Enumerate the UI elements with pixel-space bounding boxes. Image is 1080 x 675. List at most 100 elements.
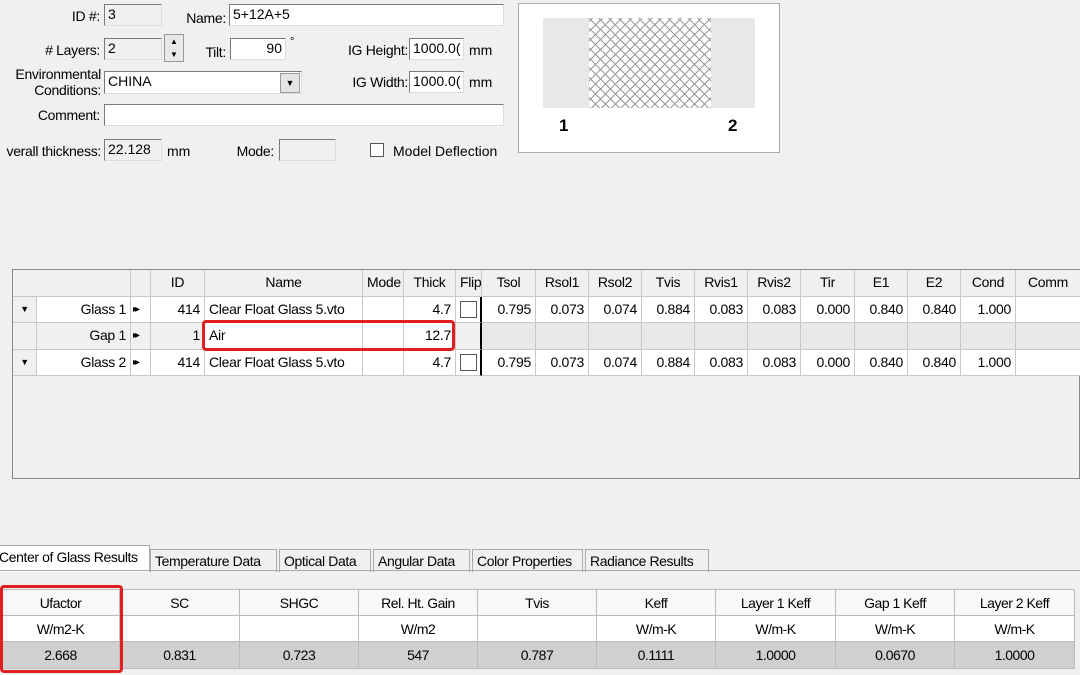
column-header[interactable]: Cond xyxy=(961,270,1016,297)
column-header[interactable]: Tsol xyxy=(482,270,536,297)
layer-property-value[interactable] xyxy=(482,323,536,350)
model-deflection-checkbox[interactable] xyxy=(370,143,384,157)
comment-input[interactable] xyxy=(104,104,504,126)
result-value: 1.0000 xyxy=(716,642,836,669)
layer-property-value[interactable]: 0.840 xyxy=(855,350,908,376)
layer-property-value[interactable]: 1.000 xyxy=(961,297,1016,323)
layers-label: # Layers: xyxy=(45,42,100,58)
column-header[interactable]: ID xyxy=(151,270,205,297)
column-header[interactable]: Mode xyxy=(363,270,404,297)
layers-stepper[interactable]: ▲ ▼ xyxy=(164,34,184,62)
layer-property-value[interactable]: 0.073 xyxy=(536,350,589,376)
column-header[interactable] xyxy=(13,270,131,297)
layer-property-value[interactable] xyxy=(1016,350,1080,376)
layers-field[interactable]: 2 xyxy=(104,38,162,60)
layer-property-value[interactable] xyxy=(908,323,961,350)
layer-id[interactable]: 414 xyxy=(151,350,205,376)
layer-property-value[interactable]: 0.000 xyxy=(801,297,855,323)
column-header[interactable]: Rsol1 xyxy=(536,270,589,297)
layer-property-value[interactable] xyxy=(589,323,642,350)
row-dropdown-button[interactable]: ▼ xyxy=(13,297,37,323)
tab-angular-data[interactable]: Angular Data xyxy=(373,549,470,572)
flip-cell xyxy=(456,350,482,376)
layer-property-value[interactable]: 0.840 xyxy=(908,350,961,376)
layer-property-value[interactable]: 0.083 xyxy=(695,297,748,323)
tilt-input[interactable]: 90 xyxy=(230,38,286,60)
layer-id[interactable]: 414 xyxy=(151,297,205,323)
column-header[interactable]: Comm xyxy=(1016,270,1080,297)
result-header: SC xyxy=(120,589,240,616)
layer-id[interactable]: 1 xyxy=(151,323,205,350)
ig-width-input[interactable]: 1000.0( xyxy=(409,71,464,93)
column-header[interactable]: Name xyxy=(205,270,363,297)
ig-height-input[interactable]: 1000.0( xyxy=(409,38,464,60)
layer-property-value[interactable] xyxy=(1016,323,1080,350)
layer-property-value[interactable]: 0.083 xyxy=(695,350,748,376)
column-header[interactable]: Thick xyxy=(404,270,456,297)
layer-property-value[interactable]: 0.884 xyxy=(642,350,695,376)
layer-name[interactable]: Air xyxy=(205,323,363,350)
layer-property-value[interactable]: 1.000 xyxy=(961,350,1016,376)
layer-property-value[interactable] xyxy=(695,323,748,350)
column-header[interactable]: Tvis xyxy=(642,270,695,297)
layer-property-value[interactable]: 0.074 xyxy=(589,297,642,323)
layer-property-value[interactable]: 0.074 xyxy=(589,350,642,376)
flip-checkbox[interactable] xyxy=(460,301,477,318)
arrow-up-icon[interactable]: ▲ xyxy=(170,37,178,46)
library-arrows-icon[interactable]: ▸▸ xyxy=(131,297,151,323)
layer-property-value[interactable]: 0.073 xyxy=(536,297,589,323)
layer-property-value[interactable]: 0.840 xyxy=(908,297,961,323)
layer-name[interactable]: Clear Float Glass 5.vto xyxy=(205,297,363,323)
result-value: 0.831 xyxy=(120,642,240,669)
tab-temperature-data[interactable]: Temperature Data xyxy=(150,549,277,572)
name-input[interactable]: 5+12A+5 xyxy=(229,4,504,26)
layer-property-value[interactable]: 0.795 xyxy=(482,297,536,323)
column-header[interactable]: E2 xyxy=(908,270,961,297)
arrow-down-icon[interactable]: ▼ xyxy=(170,50,178,59)
env-label: Environmental Conditions: xyxy=(0,66,101,98)
layer-property-value[interactable] xyxy=(748,323,801,350)
column-header[interactable]: Flip xyxy=(456,270,482,297)
layer-property-value[interactable]: 0.083 xyxy=(748,350,801,376)
layer-property-value[interactable] xyxy=(855,323,908,350)
flip-checkbox[interactable] xyxy=(460,354,477,371)
layer-thickness[interactable]: 12.7 xyxy=(404,323,456,350)
result-unit xyxy=(240,616,359,642)
result-unit: W/m-K xyxy=(716,616,836,642)
library-arrows-icon[interactable]: ▸▸ xyxy=(131,323,151,350)
chevron-down-icon[interactable]: ▼ xyxy=(280,73,300,93)
result-value: 0.723 xyxy=(240,642,359,669)
layer-property-value[interactable] xyxy=(961,323,1016,350)
layer-property-value[interactable]: 0.884 xyxy=(642,297,695,323)
layer-mode[interactable] xyxy=(363,350,404,376)
layer-property-value[interactable] xyxy=(536,323,589,350)
layer-property-value[interactable]: 0.795 xyxy=(482,350,536,376)
row-selector[interactable] xyxy=(13,323,37,350)
column-header[interactable]: E1 xyxy=(855,270,908,297)
library-arrows-icon[interactable]: ▸▸ xyxy=(131,350,151,376)
layer-property-value[interactable]: 0.840 xyxy=(855,297,908,323)
env-label-line2: Conditions: xyxy=(34,82,101,98)
layer-property-value[interactable]: 0.000 xyxy=(801,350,855,376)
id-field[interactable]: 3 xyxy=(104,4,162,26)
mode-field xyxy=(279,139,336,161)
layer-thickness[interactable]: 4.7 xyxy=(404,350,456,376)
column-header[interactable]: Rvis1 xyxy=(695,270,748,297)
row-dropdown-button[interactable]: ▼ xyxy=(13,350,37,376)
layer-property-value[interactable] xyxy=(1016,297,1080,323)
column-header[interactable] xyxy=(131,270,151,297)
layer-name[interactable]: Clear Float Glass 5.vto xyxy=(205,350,363,376)
tab-center-of-glass-results[interactable]: Center of Glass Results xyxy=(0,545,150,572)
layer-property-value[interactable]: 0.083 xyxy=(748,297,801,323)
tab-radiance-results[interactable]: Radiance Results xyxy=(585,549,709,572)
layer-property-value[interactable] xyxy=(801,323,855,350)
env-conditions-select[interactable]: CHINA ▼ xyxy=(104,71,302,94)
column-header[interactable]: Rsol2 xyxy=(589,270,642,297)
result-unit: W/m-K xyxy=(955,616,1075,642)
column-header[interactable]: Tir xyxy=(801,270,855,297)
column-header[interactable]: Rvis2 xyxy=(748,270,801,297)
glazing-preview: 1 2 xyxy=(518,3,780,153)
tab-color-properties[interactable]: Color Properties xyxy=(472,549,583,572)
tab-optical-data[interactable]: Optical Data xyxy=(279,549,371,572)
layer-property-value[interactable] xyxy=(642,323,695,350)
